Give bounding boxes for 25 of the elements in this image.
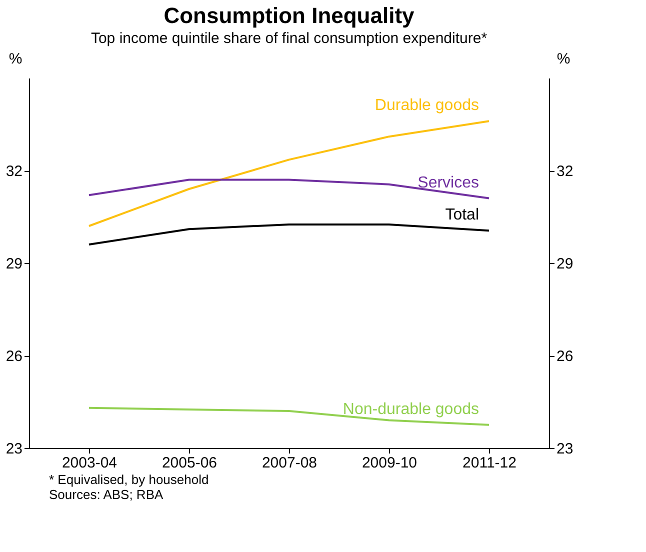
series-label: Services: [418, 174, 479, 192]
line-series: [88, 223, 490, 246]
chart-title: Consumption Inequality: [164, 3, 416, 28]
chart-subtitle: Top income quintile share of final consumption expenditure*: [90, 30, 488, 47]
y2-tick-label: 23: [556, 440, 574, 458]
series-label: Durable goods: [374, 97, 479, 114]
series-label: Total: [445, 206, 479, 224]
line-series: [88, 120, 490, 227]
x-tick-label: 2009-10: [362, 454, 418, 472]
x-tick-label: 2007-08: [262, 454, 318, 472]
y-tick-label: 26: [6, 348, 22, 365]
y-tick-label: 29: [6, 256, 22, 272]
text: * Equivalised, by household: [49, 472, 209, 487]
x-tick-label: 2003-04: [62, 454, 118, 472]
series-label: Non-durable goods: [342, 400, 479, 418]
x-tick-label: 2011-12: [462, 454, 516, 472]
y2-tick-label: 26: [556, 348, 574, 365]
y-tick-label: 32: [6, 163, 22, 180]
y-axis-title: %: [8, 50, 22, 68]
x-tick-label: 2005-06: [162, 454, 218, 472]
y-tick-label: 23: [6, 440, 22, 458]
source-note: Sources: ABS; RBA: [49, 487, 164, 502]
y2-axis-title: %: [556, 50, 570, 68]
y2-tick-label: 32: [556, 163, 574, 180]
y2-tick-label: 29: [556, 256, 574, 272]
